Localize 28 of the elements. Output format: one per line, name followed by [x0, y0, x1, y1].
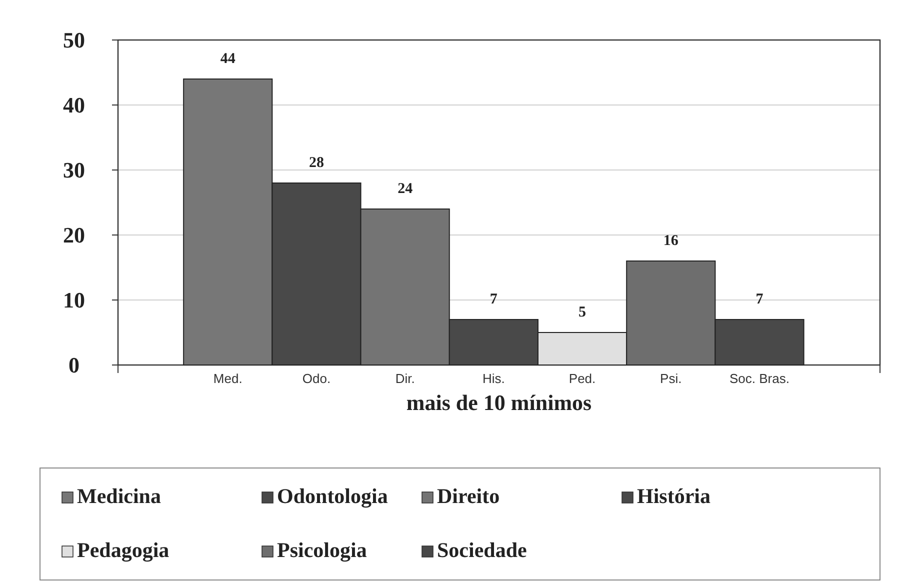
- legend-label: Direito: [437, 484, 500, 508]
- x-tick-label: Soc. Bras.: [730, 371, 790, 386]
- data-label: 7: [490, 292, 498, 308]
- legend-label: Sociedade: [437, 538, 527, 562]
- y-tick-label: 30: [63, 158, 85, 183]
- y-tick-label: 50: [63, 28, 85, 53]
- x-tick-label: Ped.: [568, 371, 596, 386]
- x-tick-label: Med.: [213, 371, 242, 386]
- data-label: 16: [663, 233, 679, 249]
- legend-label: Odontologia: [277, 484, 388, 508]
- data-label: 5: [578, 304, 586, 320]
- x-tick-label: Odo.: [302, 371, 331, 386]
- x-tick-label: His.: [482, 371, 505, 386]
- y-tick-label: 20: [63, 222, 85, 248]
- x-axis-title: mais de 10 mínimos: [406, 390, 592, 415]
- legend-label: Psicologia: [277, 538, 368, 562]
- data-label: 28: [308, 155, 324, 171]
- data-label: 44: [220, 51, 236, 67]
- legend-label: Medicina: [77, 484, 162, 508]
- data-label: 24: [398, 181, 414, 197]
- x-tick-label: Dir.: [395, 371, 415, 386]
- y-tick-label: 10: [63, 288, 85, 313]
- legend-label: Pedagogia: [77, 538, 170, 562]
- legend-label: História: [637, 484, 711, 508]
- y-tick-label: 0: [68, 352, 80, 378]
- data-label: 7: [756, 292, 764, 308]
- x-tick-label: Psi.: [660, 371, 682, 386]
- y-tick-label: 40: [63, 92, 85, 118]
